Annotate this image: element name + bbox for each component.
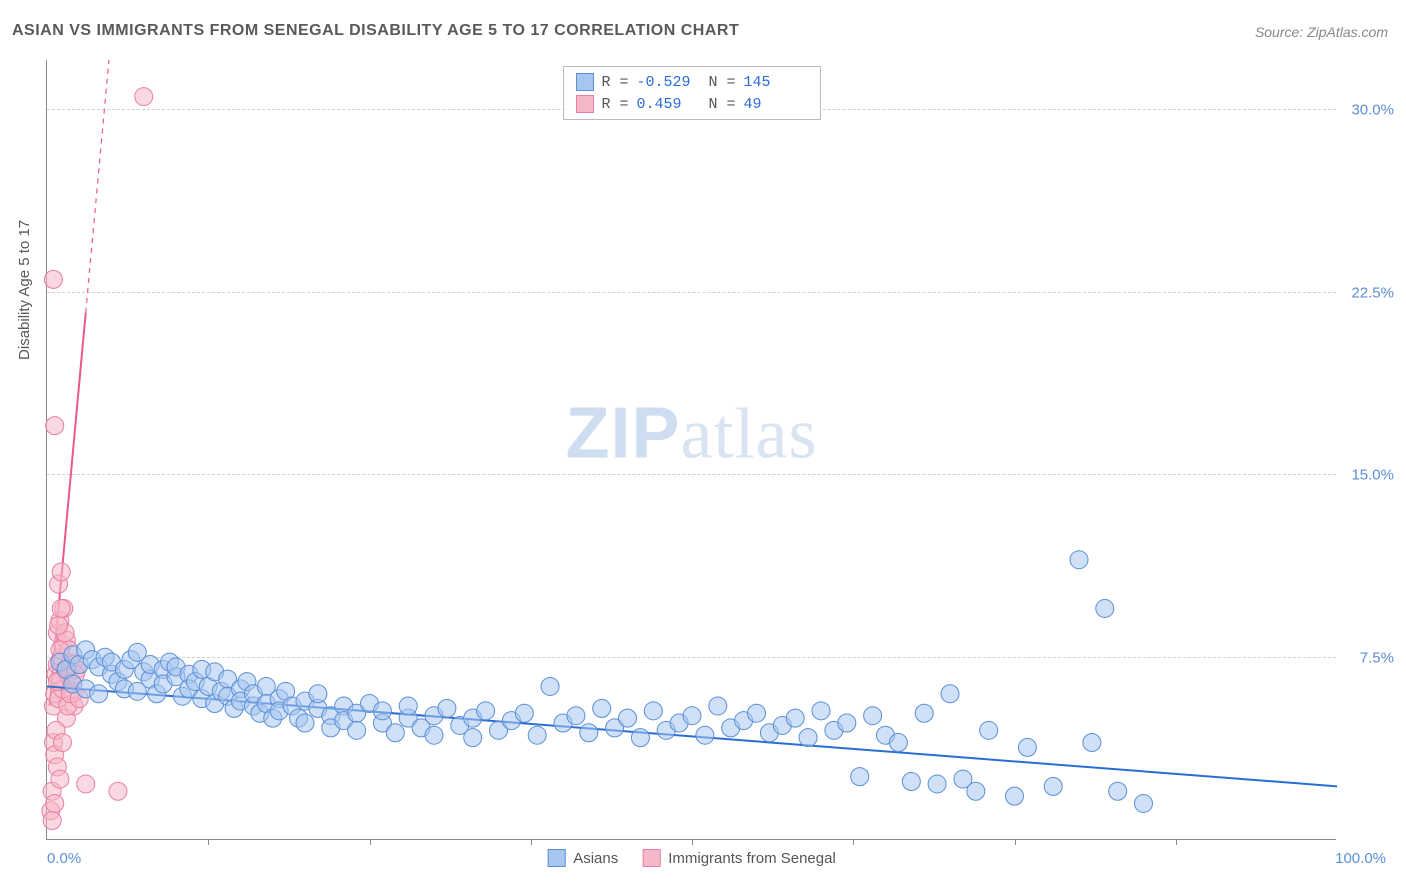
y-tick-label: 7.5%: [1360, 650, 1394, 667]
x-tick: [370, 839, 371, 845]
y-tick-label: 22.5%: [1351, 284, 1394, 301]
data-point: [980, 721, 998, 739]
data-point: [46, 794, 64, 812]
legend-label: Asians: [573, 850, 618, 867]
data-point: [567, 707, 585, 725]
data-point: [915, 704, 933, 722]
data-point: [696, 726, 714, 744]
data-point: [43, 812, 61, 830]
data-point: [967, 782, 985, 800]
data-point: [109, 782, 127, 800]
data-point: [644, 702, 662, 720]
source-credit: Source: ZipAtlas.com: [1255, 24, 1388, 40]
data-point: [477, 702, 495, 720]
data-point: [928, 775, 946, 793]
data-point: [52, 599, 70, 617]
data-point: [748, 704, 766, 722]
data-point: [941, 685, 959, 703]
data-point: [464, 729, 482, 747]
data-point: [889, 734, 907, 752]
data-point: [1018, 738, 1036, 756]
data-point: [425, 726, 443, 744]
plot-area: ZIPatlas 7.5%15.0%22.5%30.0% R = -0.529 …: [46, 60, 1336, 840]
data-point: [77, 775, 95, 793]
y-axis-label: Disability Age 5 to 17: [16, 220, 33, 360]
data-point: [399, 697, 417, 715]
data-point: [52, 563, 70, 581]
y-tick-label: 30.0%: [1351, 101, 1394, 118]
data-point: [851, 768, 869, 786]
data-point: [90, 685, 108, 703]
data-point: [683, 707, 701, 725]
data-point: [799, 729, 817, 747]
legend-label: Immigrants from Senegal: [668, 850, 836, 867]
legend-item: Immigrants from Senegal: [642, 849, 836, 867]
data-point: [528, 726, 546, 744]
data-point: [1044, 777, 1062, 795]
data-point: [348, 721, 366, 739]
data-point: [1083, 734, 1101, 752]
x-tick: [531, 839, 532, 845]
data-point: [1109, 782, 1127, 800]
data-point: [53, 734, 71, 752]
data-point: [580, 724, 598, 742]
data-point: [619, 709, 637, 727]
data-point: [515, 704, 533, 722]
x-tick: [692, 839, 693, 845]
data-point: [902, 773, 920, 791]
data-point: [812, 702, 830, 720]
data-point: [50, 617, 68, 635]
data-point: [296, 714, 314, 732]
data-point: [631, 729, 649, 747]
data-point: [541, 677, 559, 695]
data-point: [838, 714, 856, 732]
x-tick: [1015, 839, 1016, 845]
series-legend: Asians Immigrants from Senegal: [547, 849, 836, 867]
legend-item: Asians: [547, 849, 618, 867]
data-point: [786, 709, 804, 727]
correlation-chart: ASIAN VS IMMIGRANTS FROM SENEGAL DISABIL…: [0, 0, 1406, 892]
data-point: [373, 702, 391, 720]
data-point: [44, 270, 62, 288]
y-tick-label: 15.0%: [1351, 467, 1394, 484]
data-point: [135, 88, 153, 106]
data-point: [309, 685, 327, 703]
data-point: [593, 699, 611, 717]
data-point: [46, 417, 64, 435]
legend-swatch: [547, 849, 565, 867]
data-point: [864, 707, 882, 725]
data-point: [1070, 551, 1088, 569]
x-tick: [1176, 839, 1177, 845]
x-tick: [853, 839, 854, 845]
data-point: [438, 699, 456, 717]
legend-swatch: [642, 849, 660, 867]
x-axis-min-label: 0.0%: [47, 850, 81, 867]
chart-title: ASIAN VS IMMIGRANTS FROM SENEGAL DISABIL…: [12, 22, 739, 40]
data-point: [1006, 787, 1024, 805]
scatter-svg: [47, 60, 1336, 839]
x-axis-max-label: 100.0%: [1335, 850, 1386, 867]
x-tick: [208, 839, 209, 845]
data-point: [1135, 794, 1153, 812]
data-point: [1096, 599, 1114, 617]
data-point: [709, 697, 727, 715]
data-point: [386, 724, 404, 742]
data-point: [51, 770, 69, 788]
